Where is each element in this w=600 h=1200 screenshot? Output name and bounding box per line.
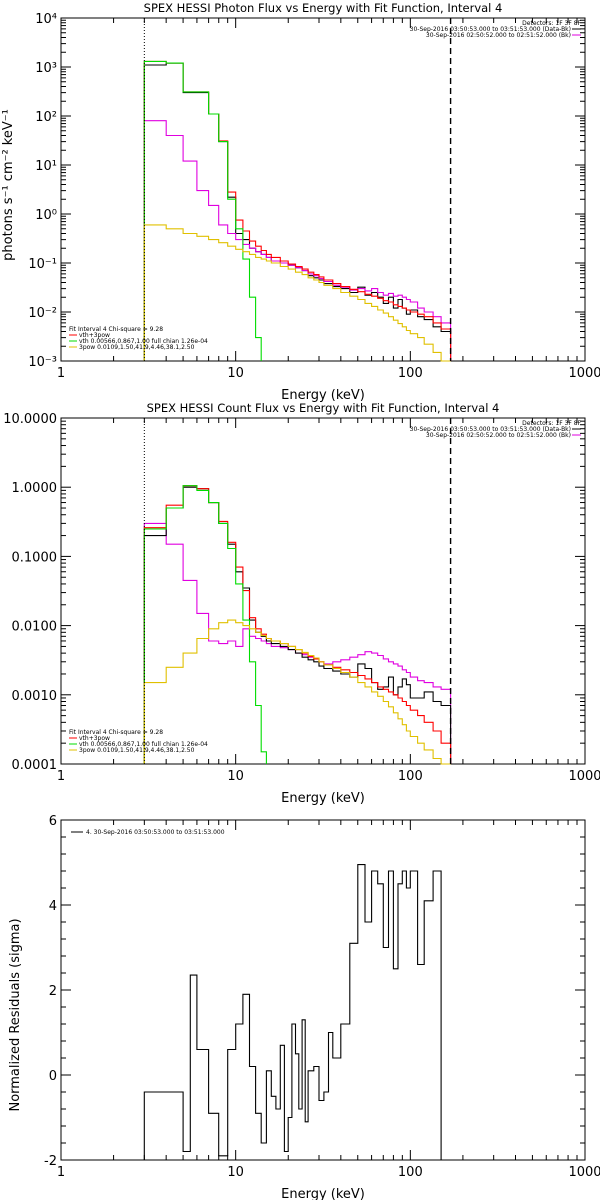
right-legend-text: 30-Sep-2016 03:50:53.000 to 03:51:53.000… [410, 26, 571, 33]
x-tick-label: 1 [57, 769, 65, 784]
x-tick-label: 1000 [568, 769, 600, 784]
y-tick-label: 10⁰ [35, 208, 57, 223]
plot-frame [60, 17, 586, 362]
series-line-1 [143, 120, 452, 361]
y-tick-label: 4 [49, 899, 57, 914]
panel3-xlabel: Energy (keV) [281, 1187, 365, 1200]
panel3-plot: 1 10 100 1000 -2 0 2 4 6 4. 30-Sep-2016 03:50:53.… [44, 814, 600, 1180]
y-tick-label: 0.0001 [12, 758, 58, 773]
left-legend-text: vth+3pow [79, 735, 110, 742]
x-tick-label: 100 [398, 769, 423, 784]
left-legend-text: Fit Interval 4 Chi-square = 9.28 [69, 326, 163, 333]
left-legend-text: 3pow 0.0109,1.50,41.9,4.46,38.1,2.50 [79, 344, 195, 351]
panel2-plot: 1 10 100 1000 0.0001 0.0010 0.0100 0.1000 1.0000… [3, 412, 600, 784]
plot-frame [60, 417, 586, 765]
y-tick-label: 10⁻² [28, 306, 57, 321]
series-line-0 [143, 62, 452, 361]
x-tick-label: 1 [57, 1165, 65, 1180]
y-tick-label: 10² [35, 110, 57, 125]
y-tick-label: 10⁻³ [28, 355, 57, 370]
panel1-plot: 1 10 100 1000 10⁻³ 10⁻² 10⁻¹ 10⁰ 10¹ 10² 10³ 10⁴ Det… [28, 12, 600, 381]
y-tick-label: 10.0000 [3, 412, 57, 427]
y-tick-label: 10³ [35, 61, 57, 76]
right-legend-text: 30-Sep-2016 02:50:52.000 to 02:51:52.000… [426, 432, 571, 439]
series-line-0 [143, 522, 452, 764]
right-legend-text: Detectors: 1F 3F 8F [522, 420, 581, 427]
x-tick-label: 1 [57, 366, 65, 381]
y-tick-label: 0.0010 [12, 689, 58, 704]
left-legend-text: Fit Interval 4 Chi-square = 9.28 [69, 729, 163, 736]
y-tick-label: 0 [49, 1069, 57, 1084]
residuals-panel: Normalized Residuals (sigma) Energy (keV… [8, 814, 600, 1200]
x-tick-label: 100 [398, 366, 423, 381]
series-line-2 [143, 485, 452, 764]
y-tick-label: 10⁻¹ [28, 257, 57, 272]
x-tick-label: 1000 [568, 366, 600, 381]
left-legend-text: vth 0.00566,0.867,1.00 full chian 1.26e-… [79, 741, 208, 748]
panel1-title: SPEX HESSI Photon Flux vs Energy with Fi… [144, 1, 503, 15]
plot-frame [60, 819, 586, 1161]
y-tick-label: 0.0100 [12, 620, 58, 635]
x-tick-label: 10 [227, 769, 244, 784]
x-tick-label: 10 [227, 366, 244, 381]
panel2-xlabel: Energy (keV) [281, 791, 365, 806]
right-legend-text: 30-Sep-2016 03:50:53.000 to 03:51:53.000… [410, 426, 571, 433]
series-line-2 [143, 60, 452, 361]
right-legend-text: Detectors: 1F 3F 8F [522, 20, 581, 27]
y-tick-label: 6 [49, 814, 57, 829]
left-legend-text: 3pow 0.0109,1.50,41.9,4.46,38.1,2.50 [79, 747, 195, 754]
y-tick-label: -2 [44, 1154, 57, 1169]
y-tick-label: 0.1000 [12, 550, 58, 565]
series-line-3 [143, 485, 267, 764]
series-line-1 [143, 486, 452, 764]
panel1-xlabel: Energy (keV) [281, 388, 365, 403]
right-legend-text: 30-Sep-2016 02:50:52.000 to 02:51:52.000… [426, 32, 571, 39]
left-legend-text: vth+3pow [79, 332, 110, 339]
panel2-title: SPEX HESSI Count Flux vs Energy with Fit… [147, 401, 500, 415]
x-tick-label: 10 [227, 1165, 244, 1180]
left-legend-text: vth 0.00566,0.867,1.00 full chian 1.26e-… [79, 338, 208, 345]
y-tick-label: 1.0000 [12, 481, 58, 496]
panel3-ylabel: Normalized Residuals (sigma) [8, 918, 23, 1111]
x-tick-label: 1000 [568, 1165, 600, 1180]
series-line-4 [143, 224, 451, 362]
panel1-ylabel: photons s⁻¹ cm⁻² keV⁻¹ [1, 109, 16, 261]
series-line-3 [143, 60, 262, 361]
x-tick-label: 100 [398, 1165, 423, 1180]
series-line-0 [143, 864, 442, 1160]
series-line-4 [143, 619, 451, 765]
y-tick-label: 10⁴ [35, 12, 57, 27]
y-tick-label: 2 [49, 984, 57, 999]
y-tick-label: 10¹ [35, 159, 57, 174]
photon-flux-panel: SPEX HESSI Photon Flux vs Energy with Fi… [1, 1, 600, 403]
top-legend-text: 4. 30-Sep-2016 03:50:53.000 to 03:51:53.… [86, 829, 225, 836]
count-flux-panel: SPEX HESSI Count Flux vs Energy with Fit… [3, 401, 600, 806]
